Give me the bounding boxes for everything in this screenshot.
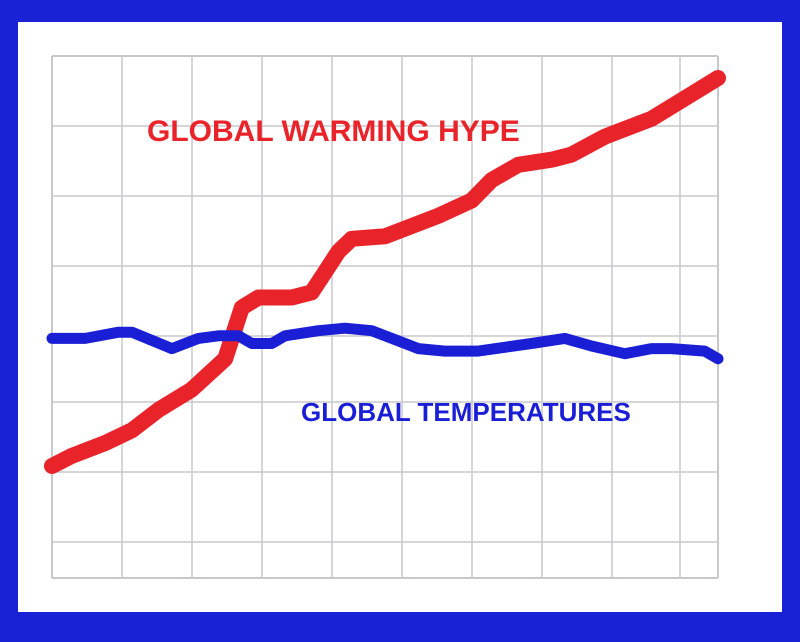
series-line-global-warming-hype [44,70,726,474]
series-label-global-temperatures: GLOBAL TEMPERATURES [301,397,631,427]
series-lines [44,70,726,474]
grid [51,55,719,579]
series-label-global-warming-hype: GLOBAL WARMING HYPE [147,115,520,148]
series-line-global-temperatures [46,322,724,365]
